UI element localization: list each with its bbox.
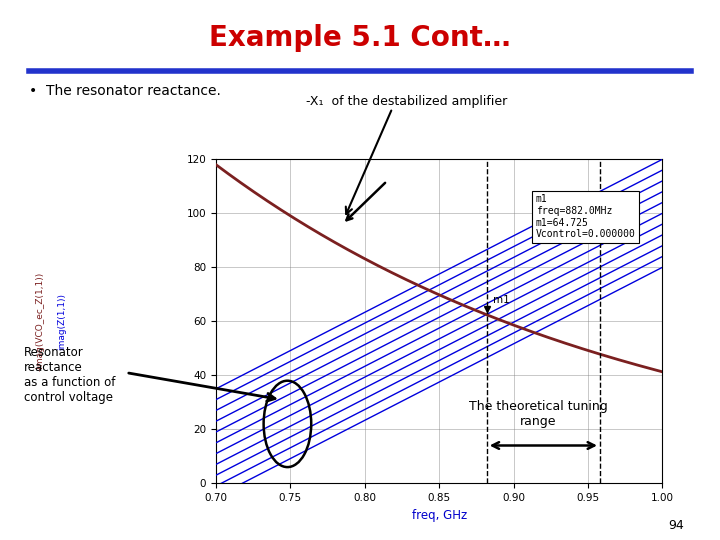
X-axis label: freq, GHz: freq, GHz [412, 509, 467, 522]
Text: imag(Z(1,1)): imag(Z(1,1)) [57, 293, 66, 350]
Text: m1: m1 [492, 295, 510, 305]
Text: Resonator
reactance
as a function of
control voltage: Resonator reactance as a function of con… [24, 346, 115, 404]
Text: m1
freq=882.0MHz
m1=64.725
Vcontrol=0.000000: m1 freq=882.0MHz m1=64.725 Vcontrol=0.00… [536, 194, 636, 239]
Text: •  The resonator reactance.: • The resonator reactance. [29, 84, 220, 98]
Text: The theoretical tuning
range: The theoretical tuning range [469, 400, 608, 428]
Text: -X₁  of the destabilized amplifier: -X₁ of the destabilized amplifier [306, 95, 508, 108]
Text: Example 5.1 Cont…: Example 5.1 Cont… [209, 24, 511, 52]
Text: 94: 94 [668, 519, 684, 532]
Text: -imag(VCO_ec_Z(1,1)): -imag(VCO_ec_Z(1,1)) [35, 272, 44, 371]
